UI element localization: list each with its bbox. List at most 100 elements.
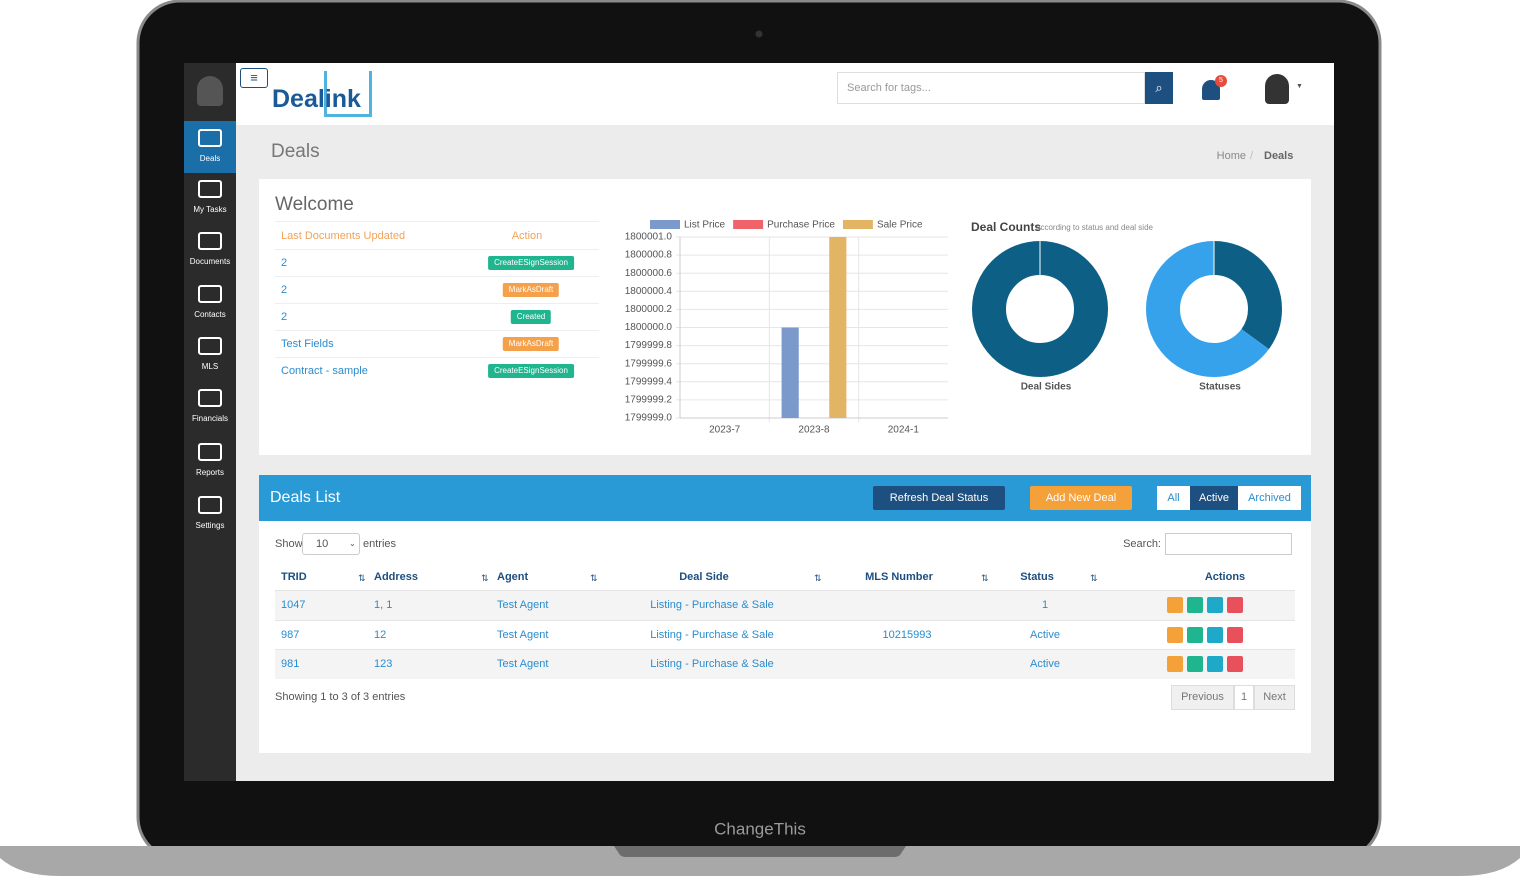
welcome-col: Action (511, 230, 543, 242)
camera (755, 30, 763, 38)
document-link[interactable]: 2 (281, 284, 288, 296)
filter-button[interactable]: Active (1190, 486, 1238, 510)
table-cell[interactable]: Test Agent (497, 658, 549, 670)
table-cell[interactable]: Active (1030, 658, 1060, 670)
table-cell[interactable]: Test Agent (497, 628, 549, 641)
bell[interactable] (1202, 80, 1220, 100)
table-cell[interactable]: Test Agent (497, 599, 549, 611)
sidebar-icon (198, 389, 222, 407)
column-header[interactable]: Agent (497, 571, 529, 583)
pagination-button[interactable]: 1 (1234, 685, 1254, 710)
filter-button[interactable]: Archived (1238, 486, 1301, 510)
sidebar-icon (198, 337, 222, 355)
breadcrumb-sep: / (1250, 150, 1254, 162)
document-link[interactable]: Test Fields (281, 338, 334, 350)
row-action[interactable] (1227, 656, 1243, 672)
add-button[interactable]: Add New Deal (1030, 486, 1132, 510)
refresh-button[interactable]: Refresh Deal Status (873, 486, 1005, 510)
action-badge: CreateESignSession (488, 364, 574, 378)
table-cell[interactable]: Listing - Purchase & Sale (650, 628, 774, 641)
notification-badge: 5 (1215, 75, 1227, 87)
table-cell[interactable]: Listing - Purchase & Sale (650, 658, 774, 670)
filter-button[interactable]: All (1157, 486, 1190, 510)
deals-header (259, 475, 1311, 521)
table-cell[interactable]: 1047 (281, 599, 306, 611)
user-caret: ▼ (1296, 83, 1303, 90)
sidebar-item[interactable]: Settings (195, 521, 225, 530)
table-cell[interactable]: 981 (281, 658, 300, 670)
column-header: Actions (1204, 571, 1246, 583)
sidebar-item[interactable]: Contacts (194, 310, 226, 319)
table-cell[interactable]: 1, 1 (374, 599, 393, 611)
welcome-rule (275, 221, 599, 222)
search-label: Search: (1123, 538, 1161, 550)
row-action[interactable] (1187, 626, 1203, 643)
table-cell[interactable]: 12 (374, 628, 387, 641)
show-label: Show (275, 538, 303, 550)
sidebar-icon (198, 232, 222, 250)
welcome-col: Last Documents Updated (281, 230, 406, 242)
sidebar-item[interactable]: My Tasks (193, 205, 227, 214)
sidebar-item[interactable]: MLS (201, 362, 219, 371)
table-cell[interactable]: Listing - Purchase & Sale (650, 599, 774, 611)
welcome-rule (275, 303, 599, 304)
deal-counts-subtitle: according to status and deal side (1036, 223, 1153, 232)
search-button[interactable]: ⌕ (1145, 72, 1173, 104)
row-action[interactable] (1187, 656, 1203, 672)
table-cell[interactable]: Active (1030, 628, 1060, 641)
laptop-base (0, 846, 1520, 876)
sort-icon: ⇅ (590, 573, 598, 583)
row-action[interactable] (1207, 626, 1223, 643)
deal-counts-title: Deal Counts (971, 220, 1042, 234)
sidebar-icon (198, 496, 222, 514)
table-cell[interactable]: 1 (1041, 599, 1049, 611)
table-cell[interactable]: 10215993 (882, 628, 932, 641)
document-link[interactable]: Contract - sample (281, 365, 368, 377)
sidebar-item[interactable]: Deals (199, 154, 221, 163)
document-link[interactable]: 2 (281, 257, 288, 269)
row-action[interactable] (1167, 597, 1183, 613)
column-header[interactable]: Deal Side (679, 571, 729, 583)
row-action[interactable] (1227, 597, 1243, 613)
action-badge: CreateESignSession (488, 256, 574, 270)
search-field[interactable] (1165, 533, 1292, 555)
column-header[interactable]: Status (1020, 571, 1054, 583)
row-action[interactable] (1227, 626, 1243, 643)
sort-icon: ⇅ (481, 573, 489, 583)
logo: Dealink (272, 85, 361, 113)
row-action[interactable] (1207, 656, 1223, 672)
sort-icon: ⇅ (981, 573, 989, 583)
action-badge: MarkAsDraft (502, 337, 560, 351)
sort-icon: ⇅ (814, 573, 822, 583)
brand: ChangeThis (714, 819, 806, 838)
breadcrumb-current: Deals (1264, 150, 1294, 162)
table-row (275, 649, 1295, 679)
row-action[interactable] (1207, 597, 1223, 613)
page-size-select[interactable]: 10 ⌄ (302, 533, 360, 555)
sidebar-item[interactable]: Reports (195, 468, 224, 477)
pagination-button[interactable]: Next (1254, 685, 1295, 710)
sidebar-item[interactable]: Financials (191, 414, 228, 423)
welcome-rule (275, 330, 599, 331)
row-action[interactable] (1167, 626, 1183, 643)
column-header[interactable]: Address (374, 571, 419, 583)
breadcrumb-link[interactable]: Home (1216, 150, 1246, 162)
row-action[interactable] (1167, 656, 1183, 672)
column-header[interactable]: TRID (281, 571, 307, 583)
table-cell[interactable]: 987 (281, 628, 300, 641)
sidebar-icon (198, 129, 222, 147)
action-badge: Created (510, 310, 552, 324)
laptop-notch (614, 846, 906, 857)
sidebar-item[interactable]: Documents (189, 257, 231, 266)
pagination-button[interactable]: Previous (1171, 685, 1234, 710)
menu-toggle[interactable]: ≡ (240, 68, 268, 88)
table-row (275, 590, 1295, 620)
row-action[interactable] (1187, 597, 1203, 613)
search-input[interactable]: Search for tags... (837, 72, 1145, 104)
sidebar-icon (198, 180, 222, 198)
table-cell[interactable]: 123 (374, 658, 393, 670)
column-header[interactable]: MLS Number (865, 571, 933, 583)
user-avatar[interactable] (1265, 74, 1289, 104)
document-link[interactable]: 2 (281, 311, 288, 323)
